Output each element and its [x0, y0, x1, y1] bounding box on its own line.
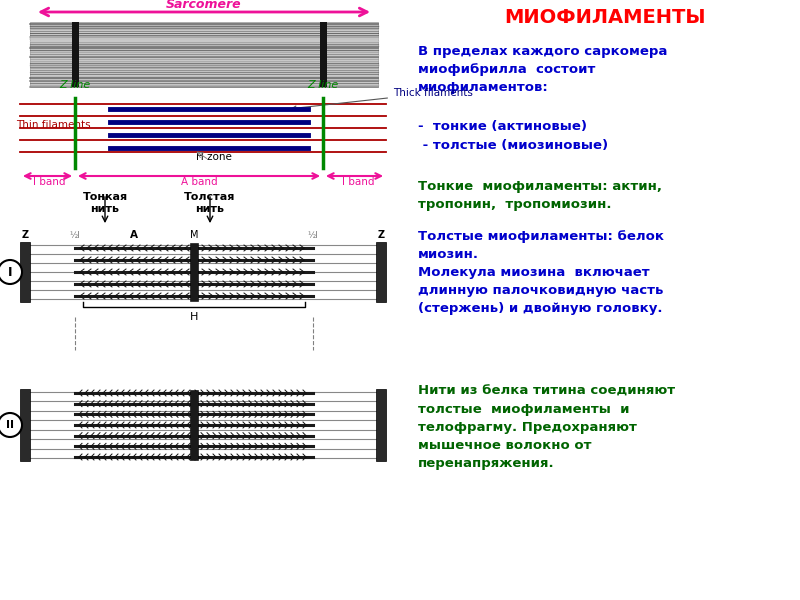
Text: II: II [6, 420, 14, 430]
Text: I band: I band [33, 177, 66, 187]
Text: Z: Z [378, 230, 385, 240]
Text: I: I [8, 265, 12, 278]
Text: A: A [130, 230, 138, 240]
Text: Толстая
нить: Толстая нить [184, 192, 236, 214]
Bar [320, 22, 327, 87]
Bar [20, 242, 30, 302]
Bar [190, 390, 198, 460]
Text: ½I: ½I [70, 231, 80, 240]
Bar [190, 243, 198, 301]
Text: Z line: Z line [59, 80, 90, 90]
Text: -  тонкие (актиновые)
 - толстые (миозиновые): - тонкие (актиновые) - толстые (миозинов… [418, 120, 608, 152]
Text: В пределах каждого саркомера
миофибрилла  состоит
миофиламентов:: В пределах каждого саркомера миофибрилла… [418, 45, 667, 94]
Text: ½I: ½I [308, 231, 318, 240]
Text: Тонкая
нить: Тонкая нить [82, 192, 127, 214]
Text: M: M [190, 230, 198, 240]
Text: Thick filaments: Thick filaments [292, 88, 473, 110]
Text: Нити из белка титина соединяют
толстые  миофиламенты  и
телофрагму. Предохраняют: Нити из белка титина соединяют толстые м… [418, 385, 675, 470]
Text: Sarcomere: Sarcomere [166, 0, 242, 11]
Circle shape [0, 413, 22, 437]
Bar [376, 242, 386, 302]
Text: Z line: Z line [307, 80, 338, 90]
Text: Z: Z [22, 230, 29, 240]
Bar [72, 22, 79, 87]
Text: H zone: H zone [196, 152, 232, 162]
Text: A band: A band [181, 177, 218, 187]
Text: МИОФИЛАМЕНТЫ: МИОФИЛАМЕНТЫ [504, 8, 706, 27]
Text: Толстые миофиламенты: белок
миозин.
Молекула миозина  включает
длинную палочкови: Толстые миофиламенты: белок миозин. Моле… [418, 230, 664, 315]
Text: I band: I band [342, 177, 374, 187]
Bar [376, 389, 386, 461]
Bar [30, 22, 378, 87]
Text: H: H [190, 312, 198, 322]
Bar [20, 389, 30, 461]
Text: Тонкие  миофиламенты: актин,
тропонин,  тропомиозин.: Тонкие миофиламенты: актин, тропонин, тр… [418, 180, 662, 211]
Circle shape [0, 260, 22, 284]
Text: Thin filaments: Thin filaments [16, 120, 90, 130]
